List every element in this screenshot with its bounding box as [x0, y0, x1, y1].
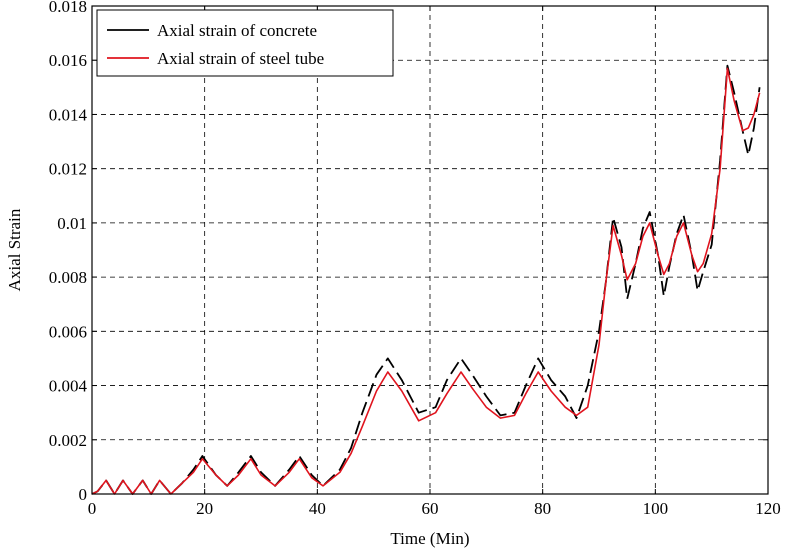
y-axis-title: Axial Strain [5, 208, 24, 291]
y-tick-label: 0.006 [49, 322, 87, 341]
x-tick-label: 80 [534, 499, 551, 518]
y-tick-label: 0.01 [57, 214, 87, 233]
series-line-concrete [91, 64, 761, 495]
data-series [91, 64, 761, 495]
y-tick-label: 0.014 [49, 105, 88, 124]
legend-label-concrete: Axial strain of concrete [157, 21, 317, 40]
legend: Axial strain of concrete Axial strain of… [96, 9, 394, 77]
x-tick-label: 120 [755, 499, 781, 518]
y-tick-label: 0.012 [49, 160, 87, 179]
x-tick-label: 20 [196, 499, 213, 518]
y-tick-label: 0.016 [49, 51, 87, 70]
x-axis-title: Time (Min) [390, 529, 469, 548]
legend-box [96, 9, 394, 77]
axis-ticks: 0 20 40 60 80 100 120 0 0.002 0.004 0.006 0.008 0.01… [49, 0, 781, 518]
x-tick-label: 100 [643, 499, 669, 518]
x-tick-label: 60 [422, 499, 439, 518]
y-tick-label: 0 [79, 485, 88, 504]
legend-label-steel-tube: Axial strain of steel tube [157, 49, 324, 68]
x-tick-label: 0 [88, 499, 97, 518]
y-tick-label: 0.018 [49, 0, 87, 16]
y-tick-label: 0.004 [49, 377, 88, 396]
x-tick-label: 40 [309, 499, 326, 518]
y-tick-label: 0.002 [49, 431, 87, 450]
y-tick-label: 0.008 [49, 268, 87, 287]
series-line-steel-tube [91, 67, 761, 495]
